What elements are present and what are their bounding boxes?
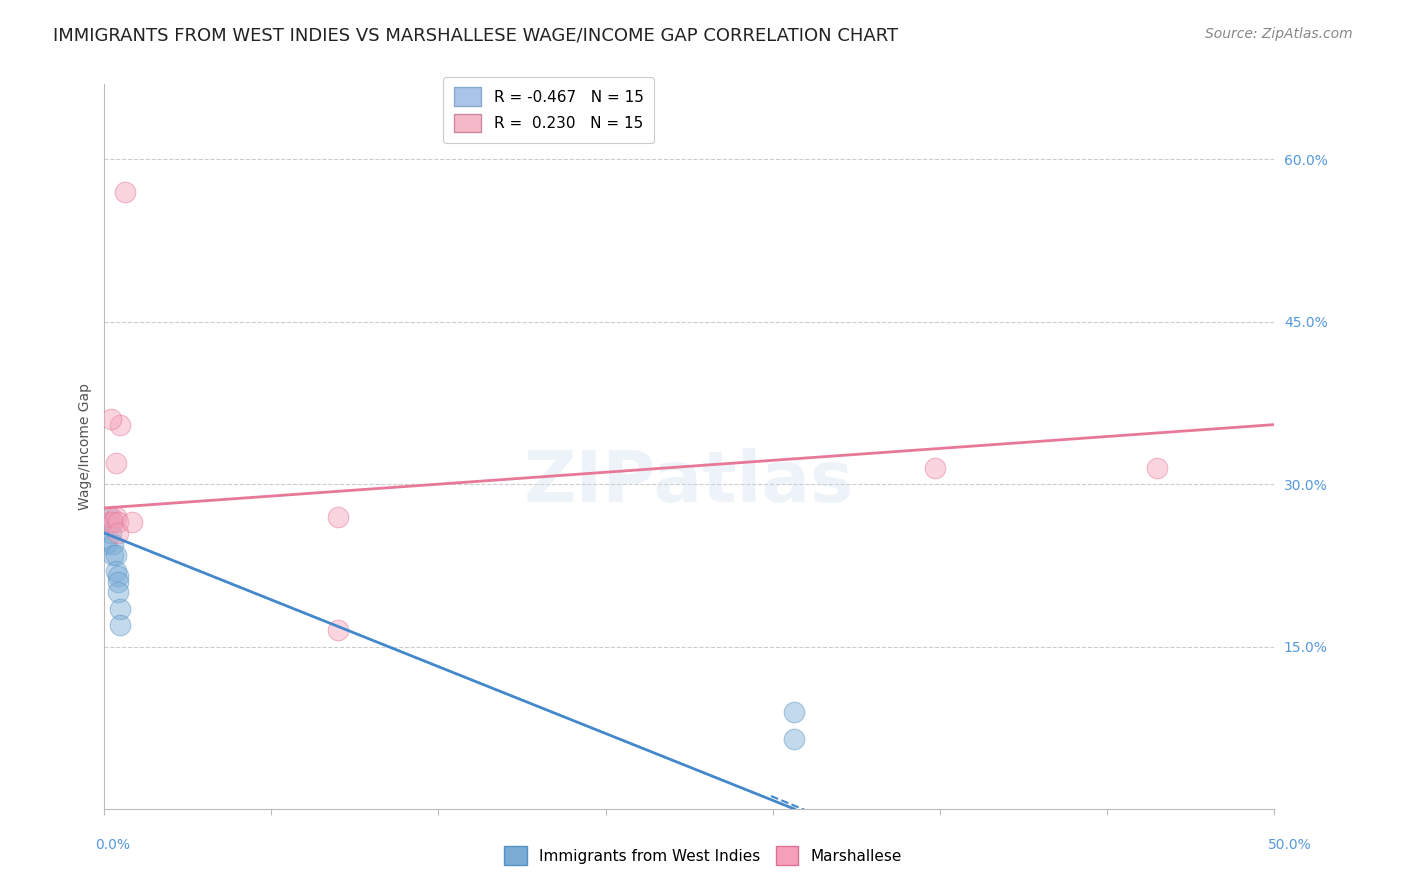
Point <box>103 548 125 562</box>
Point <box>110 601 132 615</box>
Point <box>103 537 125 551</box>
Point <box>97 515 120 529</box>
Point <box>107 585 129 599</box>
Point <box>783 705 806 719</box>
Point <box>783 731 806 746</box>
Point <box>110 417 132 432</box>
Point <box>97 509 120 524</box>
Text: ZIPatlas: ZIPatlas <box>524 448 855 517</box>
Point <box>96 537 118 551</box>
Point <box>121 515 143 529</box>
Point <box>107 574 129 589</box>
Point <box>100 525 122 540</box>
Point <box>326 624 349 638</box>
Point <box>107 515 129 529</box>
Point <box>110 618 132 632</box>
Point <box>114 185 136 199</box>
Point <box>326 509 349 524</box>
Point <box>104 456 127 470</box>
Point <box>1146 461 1168 475</box>
Legend: Immigrants from West Indies, Marshallese: Immigrants from West Indies, Marshallese <box>498 840 908 871</box>
Point <box>107 525 129 540</box>
Point <box>100 515 122 529</box>
Point <box>103 515 125 529</box>
Point <box>100 412 122 426</box>
Point <box>107 569 129 583</box>
Point <box>104 509 127 524</box>
Legend: R = -0.467   N = 15, R =  0.230   N = 15: R = -0.467 N = 15, R = 0.230 N = 15 <box>443 77 654 143</box>
Text: Source: ZipAtlas.com: Source: ZipAtlas.com <box>1205 27 1353 41</box>
Text: 50.0%: 50.0% <box>1268 838 1312 852</box>
Point <box>100 509 122 524</box>
Point <box>104 564 127 578</box>
Text: IMMIGRANTS FROM WEST INDIES VS MARSHALLESE WAGE/INCOME GAP CORRELATION CHART: IMMIGRANTS FROM WEST INDIES VS MARSHALLE… <box>53 27 898 45</box>
Point <box>924 461 946 475</box>
Text: 0.0%: 0.0% <box>96 838 131 852</box>
Y-axis label: Wage/Income Gap: Wage/Income Gap <box>79 383 93 509</box>
Point <box>104 548 127 562</box>
